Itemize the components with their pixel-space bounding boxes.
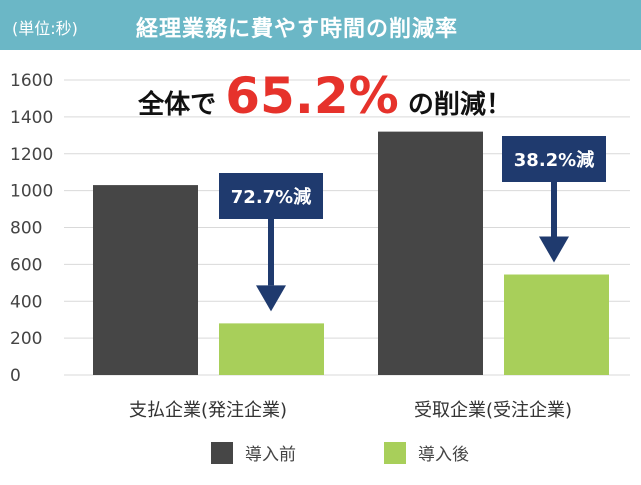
callout-label: 72.7%減 (231, 186, 311, 208)
headline-prefix: 全体で (137, 89, 216, 120)
y-tick-label: 800 (10, 219, 42, 239)
bar-after-0 (219, 323, 324, 375)
y-axis-ticks: 0 200 400 600 800 1000 1200 1400 1600 (10, 71, 53, 386)
bar-after-1 (504, 274, 609, 375)
legend-swatch-before (211, 442, 233, 464)
headline-value: 65.2% (225, 67, 398, 125)
category-label: 受取企業(受注企業) (414, 400, 572, 421)
y-tick-label: 1400 (10, 108, 53, 128)
callout-box (219, 173, 323, 219)
legend-label: 導入前 (245, 445, 296, 465)
callout-label: 38.2%減 (514, 149, 594, 171)
headline: 全体で 65.2% の削減！ (137, 67, 512, 125)
callout-arrow-head (256, 285, 286, 312)
category-labels: 支払企業(発注企業) 受取企業(受注企業) (129, 400, 572, 421)
unit-label: (単位:秒) (12, 19, 78, 38)
y-tick-label: 1200 (10, 145, 53, 165)
y-tick-label: 200 (10, 329, 42, 349)
legend-label: 導入後 (418, 445, 469, 465)
y-tick-label: 0 (10, 366, 21, 386)
category-label: 支払企業(発注企業) (129, 400, 287, 421)
y-tick-label: 400 (10, 292, 42, 312)
callout-arrow-shaft (268, 219, 274, 286)
legend: 導入前 導入後 (211, 442, 469, 465)
y-tick-label: 1000 (10, 182, 53, 202)
bars (93, 131, 609, 375)
y-tick-label: 1600 (10, 71, 53, 91)
chart-header: (単位:秒) 経理業務に費やす時間の削減率 (0, 0, 641, 50)
bar-before-1 (378, 131, 483, 375)
headline-suffix: の削減！ (408, 90, 512, 120)
callout-box (502, 136, 606, 182)
chart-title: 経理業務に費やす時間の削減率 (136, 17, 459, 42)
legend-swatch-after (384, 442, 406, 464)
callout-arrow-shaft (551, 182, 557, 237)
y-tick-label: 600 (10, 255, 42, 275)
bar-before-0 (93, 185, 198, 375)
callout-arrow-head (539, 236, 569, 263)
callouts: 72.7%減 38.2%減 (219, 136, 606, 312)
